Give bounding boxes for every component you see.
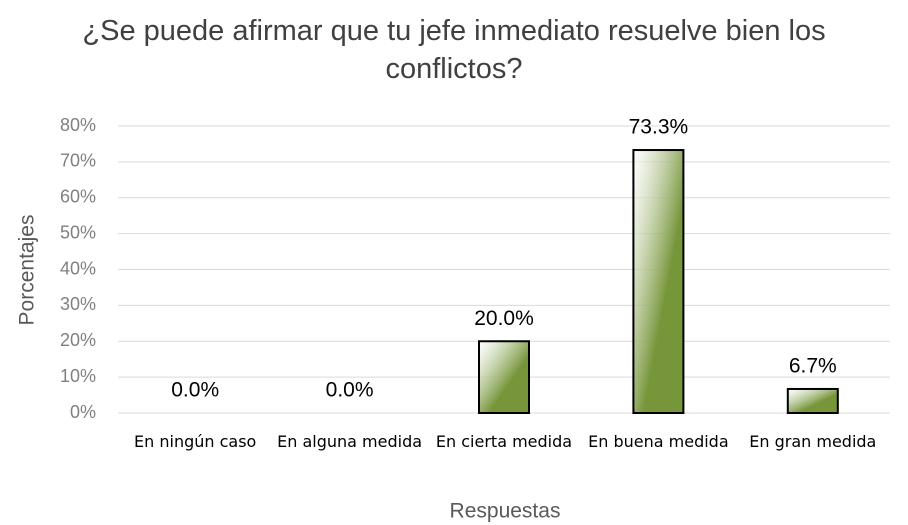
x-tick-label: En cierta medida: [435, 432, 573, 451]
bar: [478, 340, 530, 414]
data-label: 20.0%: [474, 307, 534, 330]
chart-title: ¿Se puede afirmar que tu jefe inmediato …: [82, 15, 826, 85]
x-tick-label: En alguna medida: [277, 432, 423, 451]
y-axis-title: Porcentajes: [16, 215, 39, 326]
y-tick-label: 10%: [60, 366, 96, 386]
bar: [786, 387, 839, 414]
y-tick-label: 80%: [60, 115, 96, 135]
y-tick-label: 60%: [60, 187, 96, 207]
data-label: 0.0%: [171, 379, 219, 402]
x-axis-title: Respuestas: [450, 500, 561, 523]
y-tick-label: 30%: [60, 294, 96, 314]
x-tick-label: En gran medida: [749, 432, 877, 451]
y-tick-label: 40%: [60, 258, 96, 278]
bar: [632, 149, 685, 414]
data-label: 0.0%: [326, 379, 374, 402]
data-label: 6.7%: [789, 355, 837, 378]
x-tick-label: En ningún caso: [134, 432, 257, 451]
y-tick-label: 50%: [60, 222, 96, 242]
y-tick-label: 20%: [60, 330, 96, 350]
y-tick-label: 0%: [70, 402, 96, 422]
data-label: 73.3%: [629, 116, 689, 139]
x-tick-label: En buena medida: [588, 432, 729, 451]
y-tick-label: 70%: [60, 151, 96, 171]
